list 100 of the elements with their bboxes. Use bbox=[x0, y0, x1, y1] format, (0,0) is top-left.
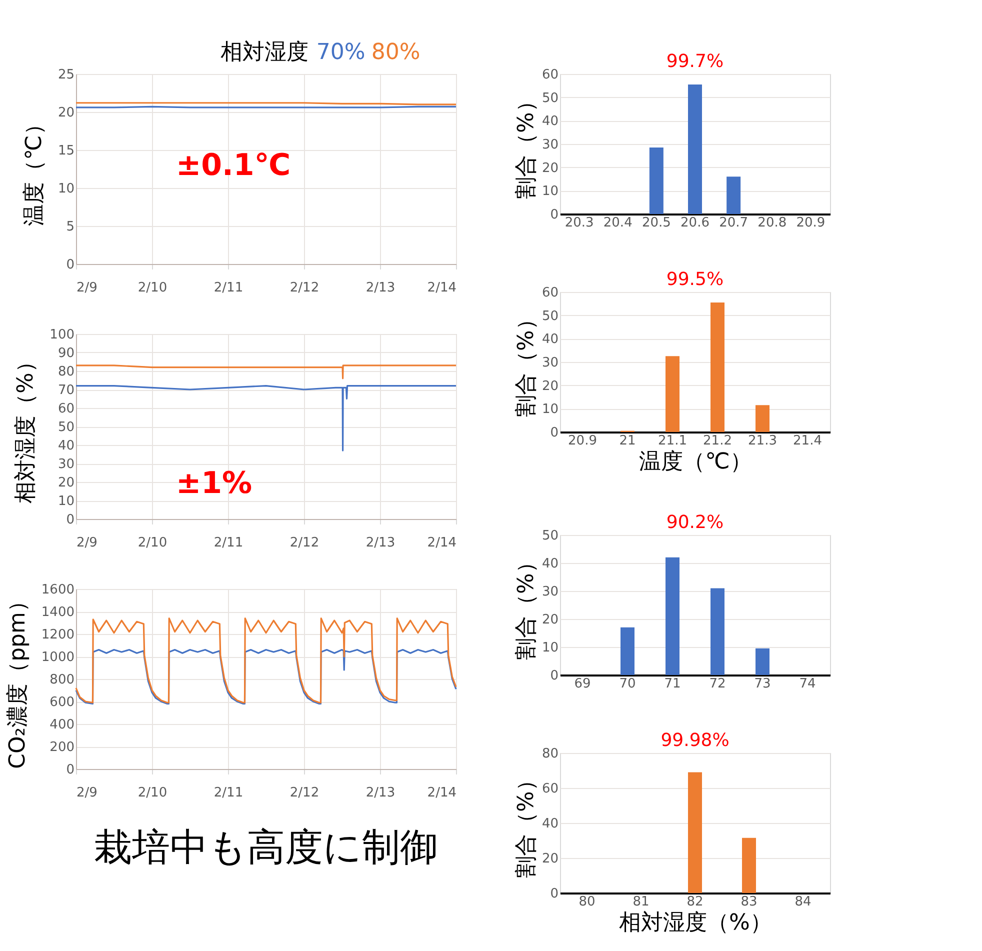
y-tick-label: 10 bbox=[58, 182, 74, 196]
x-tick-label: 2/11 bbox=[214, 786, 244, 800]
text: 99.98% bbox=[660, 730, 730, 751]
y-axis-title: 割合（%） bbox=[514, 308, 539, 417]
x-tick-label: 20.6 bbox=[680, 216, 710, 230]
x-tick-label: 82 bbox=[686, 894, 704, 910]
series-label: 70% bbox=[316, 40, 366, 65]
bar bbox=[649, 148, 664, 214]
y-tick-label: 60 bbox=[542, 286, 558, 300]
y-tick-label: 0 bbox=[550, 208, 558, 222]
x-tick-label: 2/12 bbox=[290, 786, 320, 800]
y-tick-label: 20 bbox=[542, 612, 558, 628]
bar bbox=[710, 302, 724, 432]
x-tick-label: 20.8 bbox=[758, 216, 787, 230]
y-tick-label: 30 bbox=[542, 584, 558, 600]
y-tick-label: 70 bbox=[58, 383, 74, 398]
y-tick-label: 50 bbox=[58, 420, 74, 435]
x-tick-label: 2/12 bbox=[290, 280, 320, 296]
y-tick-label: 50 bbox=[542, 528, 558, 544]
x-tick-label: 21.1 bbox=[658, 434, 687, 448]
y-tick-label: 200 bbox=[50, 740, 74, 755]
bar bbox=[756, 648, 770, 675]
x-tick-label: 2/11 bbox=[214, 536, 244, 550]
x-tick-label: 20.9 bbox=[568, 434, 597, 448]
y-axis-title: 割合（%） bbox=[514, 90, 539, 199]
x-tick-label: 2/9 bbox=[76, 536, 98, 550]
text: 栽培中も高度に制御 bbox=[94, 825, 438, 869]
y-tick-label: 5 bbox=[66, 220, 74, 234]
bar bbox=[688, 84, 702, 214]
y-tick-label: 1000 bbox=[41, 650, 74, 665]
series-label: 80% bbox=[371, 40, 420, 65]
y-tick-label: 20 bbox=[542, 160, 558, 176]
y-tick-label: 30 bbox=[58, 457, 74, 472]
bar bbox=[620, 627, 634, 675]
y-tick-label: 0 bbox=[66, 762, 74, 778]
y-tick-label: 0 bbox=[550, 668, 558, 684]
y-tick-label: 0 bbox=[550, 886, 558, 902]
y-axis-title: 相対湿度（%） bbox=[14, 350, 39, 504]
y-tick-label: 40 bbox=[542, 114, 558, 130]
y-tick-label: 30 bbox=[542, 356, 558, 370]
x-tick-label: 71 bbox=[664, 676, 681, 692]
x-tick-label: 74 bbox=[799, 676, 816, 692]
y-axis-title: 割合（%） bbox=[514, 769, 539, 878]
y-tick-label: 400 bbox=[50, 718, 74, 732]
y-tick-label: 40 bbox=[542, 332, 558, 348]
bar bbox=[710, 588, 724, 675]
x-tick-label: 2/10 bbox=[138, 280, 168, 296]
y-tick-label: 40 bbox=[542, 556, 558, 572]
x-axis-title: 相対湿度（%） bbox=[619, 910, 772, 936]
x-tick-label: 69 bbox=[574, 676, 591, 692]
x-tick-label: 20.4 bbox=[603, 216, 632, 230]
y-tick-label: 100 bbox=[50, 328, 74, 342]
y-tick-label: 60 bbox=[542, 68, 558, 82]
x-tick-label: 72 bbox=[709, 676, 726, 692]
x-tick-label: 2/10 bbox=[138, 536, 168, 550]
x-tick-label: 2/9 bbox=[76, 280, 98, 296]
y-tick-label: 1400 bbox=[41, 605, 74, 620]
x-tick-label: 2/14 bbox=[427, 536, 456, 550]
x-axis-title: 温度（℃） bbox=[639, 450, 752, 474]
x-tick-label: 20.7 bbox=[719, 216, 748, 230]
x-tick-label: 2/14 bbox=[427, 786, 456, 800]
y-tick-label: 30 bbox=[542, 138, 558, 152]
y-axis-title: 温度（℃） bbox=[22, 113, 47, 226]
x-tick-label: 2/10 bbox=[138, 786, 168, 800]
y-axis-title: 割合（%） bbox=[514, 551, 539, 660]
x-tick-label: 73 bbox=[754, 676, 771, 692]
bar bbox=[726, 176, 741, 214]
x-tick-label: 21.3 bbox=[748, 434, 777, 448]
text: 90.2% bbox=[666, 512, 724, 533]
x-tick-label: 2/13 bbox=[366, 280, 396, 296]
legend-title: 相対湿度 bbox=[220, 40, 308, 65]
y-tick-label: 50 bbox=[542, 90, 558, 106]
y-tick-label: 20 bbox=[542, 852, 558, 866]
text: 99.5% bbox=[666, 269, 724, 290]
annotation: ±1% bbox=[176, 466, 252, 501]
y-tick-label: 10 bbox=[58, 494, 74, 509]
x-tick-label: 70 bbox=[619, 676, 636, 692]
x-tick-label: 2/13 bbox=[366, 786, 396, 800]
y-tick-label: 25 bbox=[58, 68, 74, 82]
y-tick-label: 1200 bbox=[41, 628, 74, 642]
y-tick-label: 90 bbox=[58, 346, 74, 361]
y-tick-label: 40 bbox=[58, 438, 74, 454]
y-tick-label: 15 bbox=[58, 144, 74, 158]
x-tick-label: 80 bbox=[578, 894, 596, 910]
x-tick-label: 20.5 bbox=[642, 216, 671, 230]
y-tick-label: 0 bbox=[66, 512, 74, 528]
y-tick-label: 60 bbox=[542, 782, 558, 796]
bar bbox=[666, 557, 680, 675]
y-tick-label: 800 bbox=[50, 672, 74, 688]
x-tick-label: 2/13 bbox=[366, 536, 396, 550]
y-tick-label: 50 bbox=[542, 308, 558, 324]
y-tick-label: 10 bbox=[542, 402, 558, 418]
y-tick-label: 10 bbox=[542, 640, 558, 656]
y-tick-label: 40 bbox=[542, 816, 558, 832]
y-tick-label: 0 bbox=[66, 258, 74, 272]
x-tick-label: 2/9 bbox=[76, 786, 98, 800]
y-tick-label: 10 bbox=[542, 184, 558, 200]
bar bbox=[666, 356, 680, 432]
y-axis-title: CO₂濃度（ppm） bbox=[5, 590, 30, 769]
x-tick-label: 21.2 bbox=[703, 434, 732, 448]
